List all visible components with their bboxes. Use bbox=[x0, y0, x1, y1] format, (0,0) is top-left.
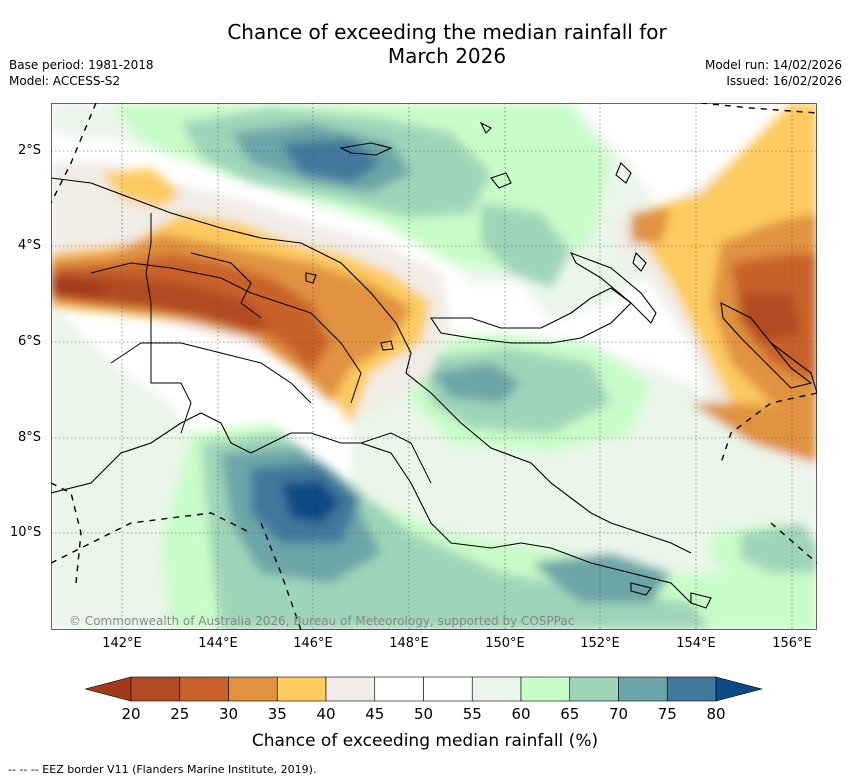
coastlines bbox=[51, 121, 817, 609]
colorbar-tick-label: 50 bbox=[413, 705, 434, 723]
lat-label: 10°S bbox=[10, 525, 42, 540]
colorbar-tick-label: 70 bbox=[608, 705, 629, 723]
colorbar-tick-label: 25 bbox=[170, 705, 190, 723]
colorbar-segment bbox=[618, 676, 668, 702]
colorbar-segment bbox=[471, 676, 522, 702]
model-name: Model: ACCESS-S2 bbox=[9, 74, 121, 88]
lon-label: 154°E bbox=[676, 636, 716, 651]
lat-label: 4°S bbox=[18, 238, 42, 253]
model-info: Base period: 1981-2018 Model: ACCESS-S2 bbox=[9, 57, 154, 89]
colorbar-segment bbox=[423, 676, 473, 702]
lat-label: 8°S bbox=[18, 430, 42, 445]
issued-date: Issued: 16/02/2026 bbox=[726, 74, 842, 88]
lon-label: 152°E bbox=[580, 636, 620, 651]
eez-borders bbox=[51, 103, 817, 630]
eez-legend-note: -- -- -- EEZ border V11 (Flanders Marine… bbox=[8, 763, 317, 776]
colorbar-tick-label: 45 bbox=[365, 705, 385, 723]
title-line-2: March 2026 bbox=[387, 44, 507, 68]
model-run: Model run: 14/02/2026 bbox=[704, 58, 842, 72]
rainfall-map bbox=[51, 103, 817, 630]
borders bbox=[90, 213, 432, 484]
colorbar-tick-label: 30 bbox=[218, 705, 239, 723]
lon-label: 150°E bbox=[485, 636, 525, 651]
title-line-1: Chance of exceeding the median rainfall … bbox=[227, 20, 667, 44]
copyright-notice: © Commonwealth of Australia 2026, Bureau… bbox=[69, 614, 575, 628]
colorbar-tick-label: 80 bbox=[706, 705, 726, 723]
colorbar-tick-label: 65 bbox=[560, 705, 580, 723]
run-info: Model run: 14/02/2026 Issued: 16/02/2026 bbox=[705, 57, 842, 89]
colorbar-segment bbox=[130, 676, 181, 702]
colorbar-tick-label: 40 bbox=[316, 705, 336, 723]
colorbar-arrow-high bbox=[715, 676, 764, 702]
map-frame bbox=[51, 103, 817, 630]
colorbar-tick-label: 60 bbox=[511, 705, 531, 723]
lat-label: 6°S bbox=[18, 334, 42, 349]
colorbar-segment bbox=[228, 676, 278, 702]
colorbar-segment bbox=[520, 676, 571, 702]
base-period: Base period: 1981-2018 bbox=[9, 58, 154, 72]
lon-label: 142°E bbox=[102, 636, 142, 651]
colorbar-arrow-low bbox=[85, 676, 132, 702]
colorbar-tick-label: 35 bbox=[267, 705, 287, 723]
lat-label: 2°S bbox=[18, 143, 42, 158]
colorbar-segment bbox=[325, 676, 376, 702]
colorbar bbox=[85, 676, 764, 702]
colorbar-segment bbox=[374, 676, 424, 702]
rainfall-field bbox=[51, 103, 817, 630]
colorbar-tick-label: 75 bbox=[657, 705, 677, 723]
colorbar-segment bbox=[666, 676, 717, 702]
colorbar-tick-label: 55 bbox=[462, 705, 482, 723]
lon-label: 144°E bbox=[198, 636, 238, 651]
colorbar-segment bbox=[569, 676, 619, 702]
colorbar-tick-label: 20 bbox=[121, 705, 141, 723]
lon-label: 148°E bbox=[389, 636, 429, 651]
map-title: Chance of exceeding the median rainfall … bbox=[0, 20, 850, 68]
lon-label: 156°E bbox=[772, 636, 812, 651]
colorbar-segment bbox=[179, 676, 229, 702]
colorbar-segment bbox=[276, 676, 327, 702]
lon-label: 146°E bbox=[293, 636, 333, 651]
colorbar-title: Chance of exceeding median rainfall (%) bbox=[251, 731, 599, 751]
